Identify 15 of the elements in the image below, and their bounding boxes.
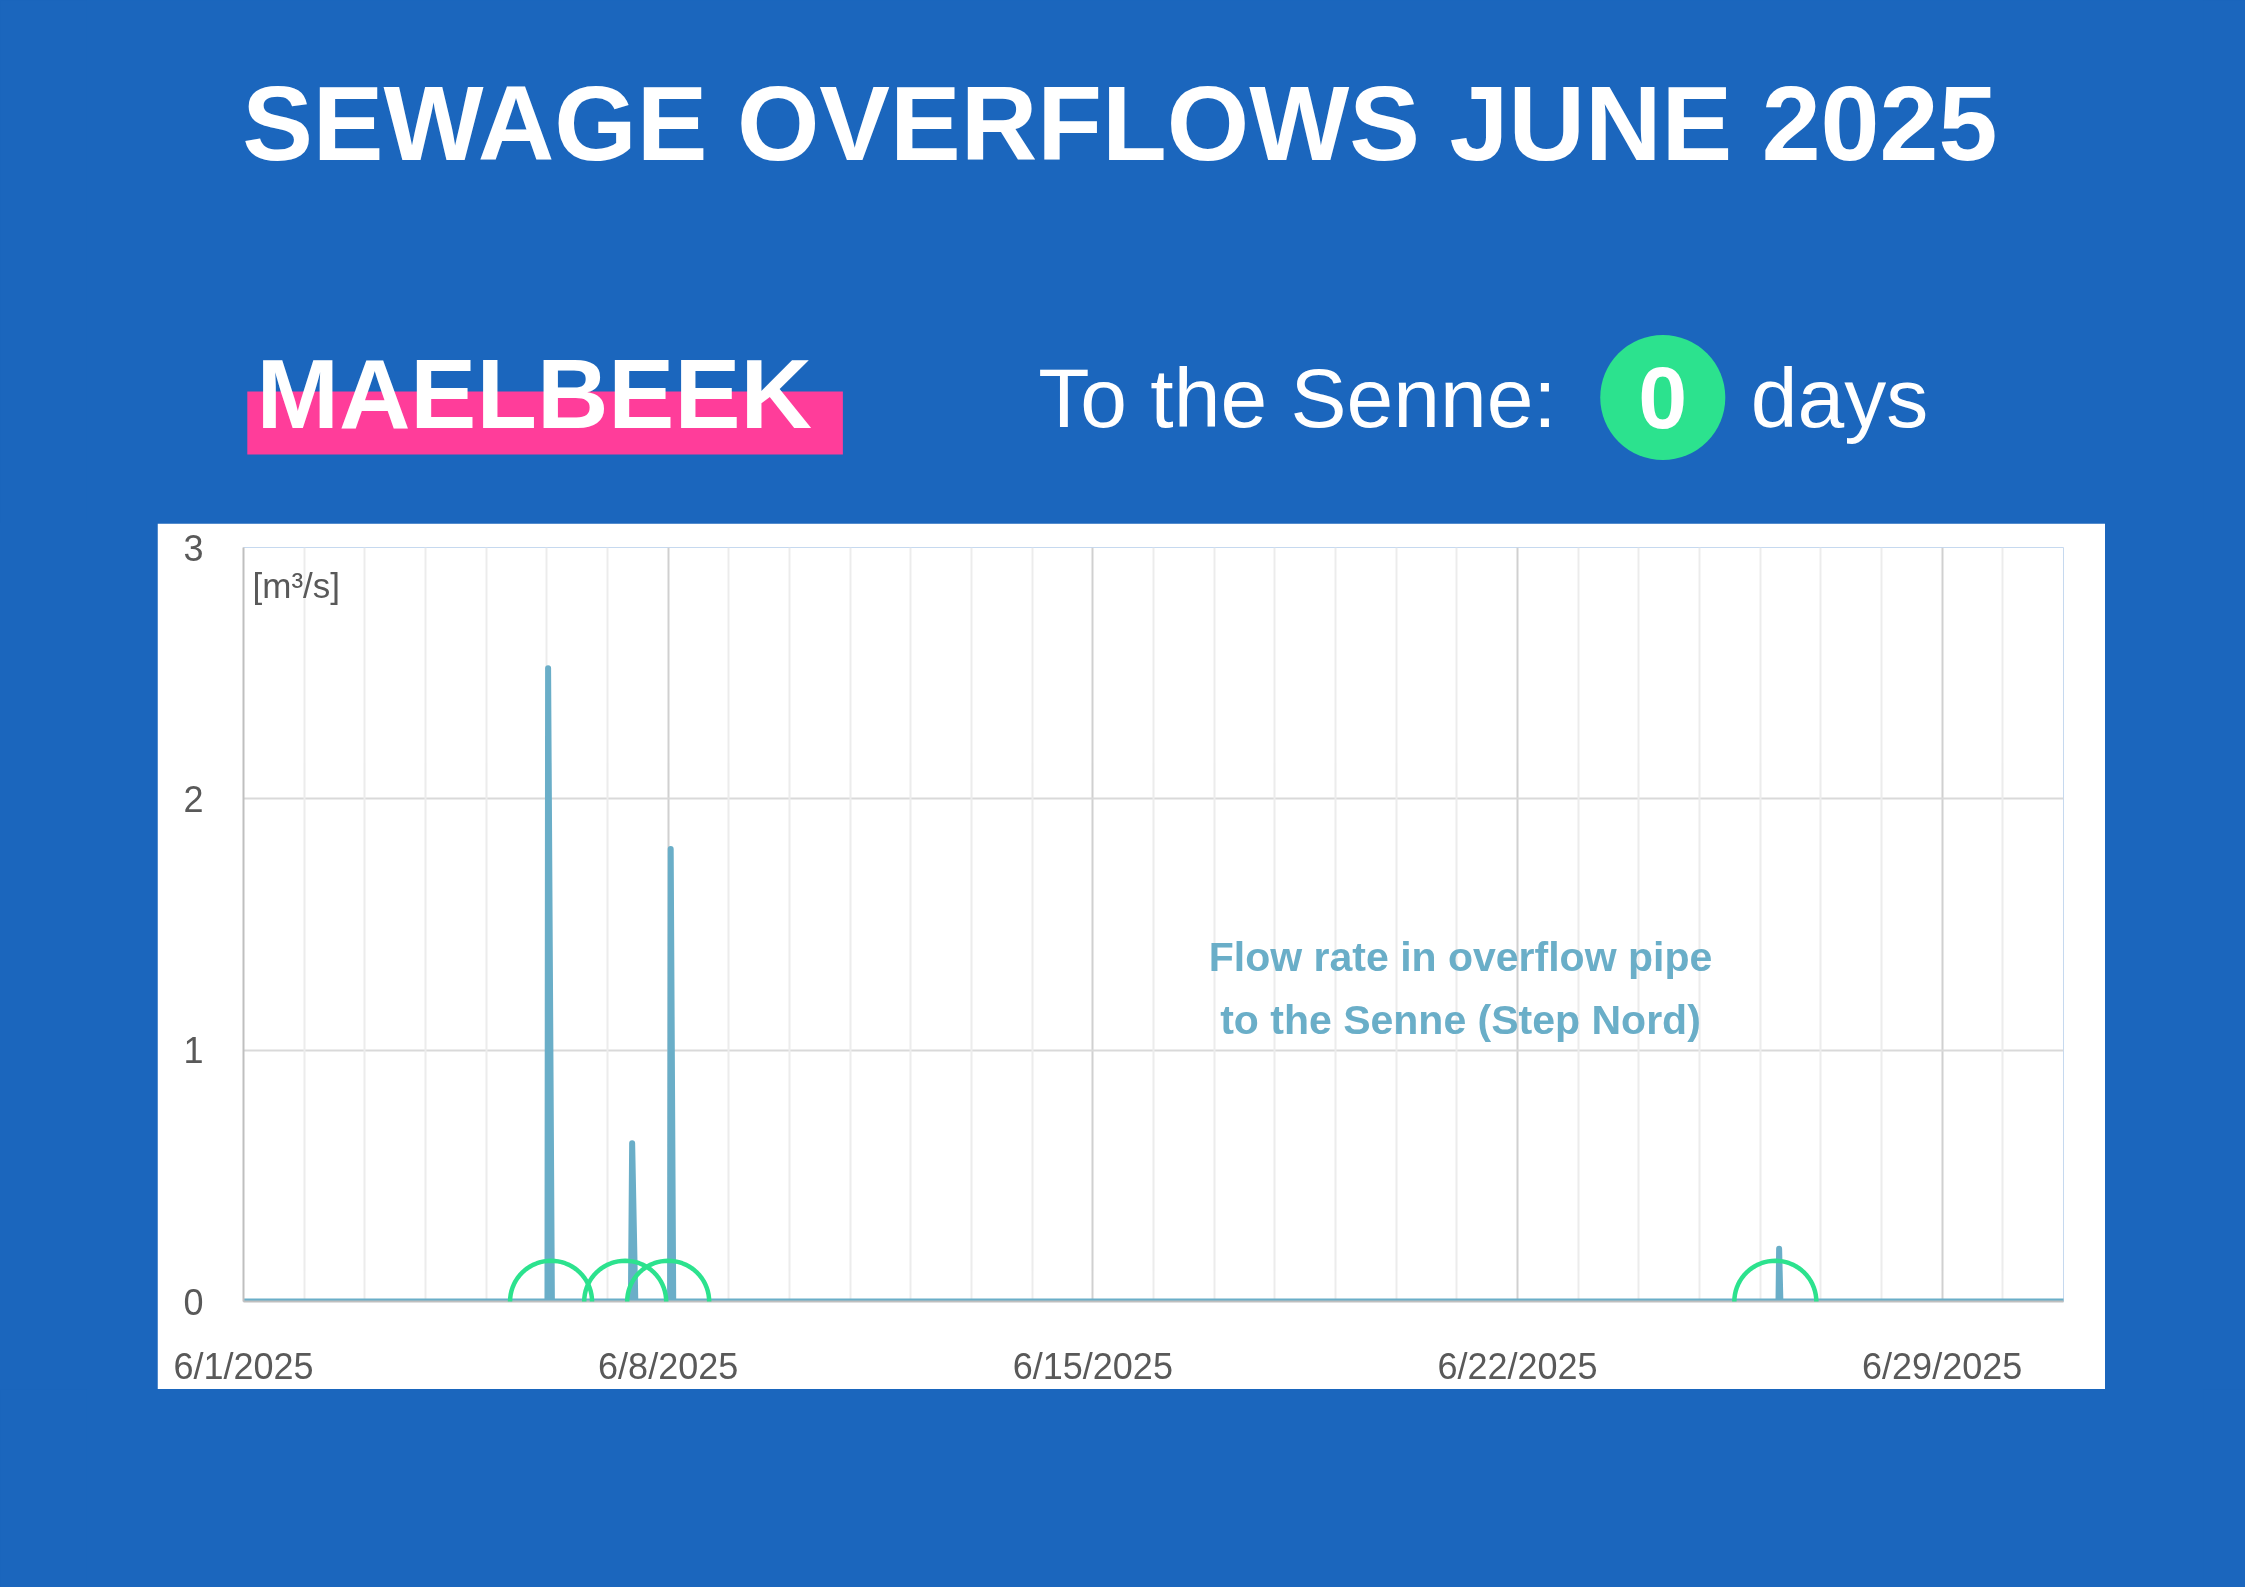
y-tick-label: 3 [183,527,204,569]
x-tick-label: 6/1/2025 [173,1345,314,1387]
x-tick-label: 6/15/2025 [1012,1345,1173,1387]
text: Flow rate in overflow pipe to the Senne (Step Nord) [1208,934,1713,1043]
y-tick-label: 0 [183,1281,204,1323]
y-tick-label: 2 [183,778,204,820]
x-tick-label: 6/8/2025 [598,1345,739,1387]
text: To the Senne: [1038,350,1557,445]
y-axis-title: [m³/s] [252,566,340,605]
text: days [1750,350,1929,445]
x-tick-label: 6/29/2025 [1862,1345,2023,1387]
chart-title: SEWAGE OVERFLOWS JUNE 2025 [242,63,1998,182]
y-tick-label: 1 [183,1030,204,1072]
x-tick-label: 6/22/2025 [1437,1345,1598,1387]
text: 0 [1638,348,1688,447]
